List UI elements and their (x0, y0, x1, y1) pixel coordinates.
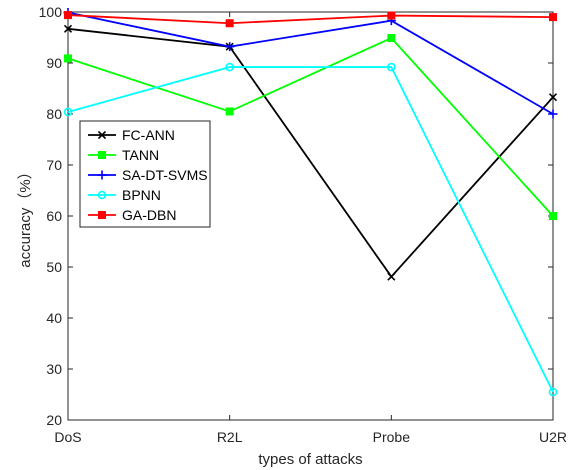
data-point (549, 13, 557, 22)
y-tick-label: 20 (46, 412, 62, 428)
series-layer (63, 8, 558, 397)
data-point (64, 54, 72, 63)
data-point (225, 42, 235, 52)
data-point (63, 24, 73, 33)
data-point (548, 109, 558, 119)
data-point (64, 11, 72, 20)
y-tick-label: 70 (46, 157, 62, 173)
y-tick-label: 90 (46, 55, 62, 71)
legend-marker (98, 211, 106, 219)
data-point (387, 34, 396, 43)
series-fc-ann (63, 24, 558, 281)
legend-entry: GA-DBN (88, 207, 176, 223)
series-line (67, 11, 554, 115)
data-point (387, 272, 396, 281)
x-tick-label: R2L (217, 429, 243, 445)
data-point (387, 11, 396, 20)
legend-marker (97, 190, 107, 200)
series-line (67, 66, 554, 393)
y-axis-label: accuracy（%） (17, 164, 34, 267)
legend-entry: TANN (88, 147, 159, 163)
data-point (63, 107, 73, 117)
legend-marker (97, 170, 107, 180)
series-line (67, 14, 554, 25)
series-line (67, 27, 554, 279)
series-line (67, 36, 554, 217)
series-ga-dbn (64, 11, 557, 28)
x-tick-label: Probe (373, 429, 411, 445)
data-point (225, 107, 234, 116)
y-tick-label: 60 (46, 208, 62, 224)
legend-marker (98, 151, 106, 159)
y-tick-label: 40 (46, 310, 62, 326)
data-point (225, 19, 234, 28)
data-point (225, 62, 234, 72)
series-tann (64, 34, 557, 220)
legend-entry: BPNN (88, 187, 161, 203)
legend-label: SA-DT-SVMS (122, 167, 208, 183)
data-point (387, 62, 396, 72)
x-axis-label: types of attacks (258, 451, 362, 468)
y-tick-label: 80 (46, 106, 62, 122)
data-point (549, 212, 557, 220)
y-tick-label: 100 (39, 4, 63, 20)
y-tick-label: 30 (46, 361, 62, 377)
y-tick-label: 50 (46, 259, 62, 275)
legend-label: FC-ANN (122, 127, 175, 143)
legend: FC-ANN TANN SA-DT-SVMS BPNN GA-DBN (79, 120, 211, 228)
legend-marker (97, 130, 107, 140)
legend-entry: FC-ANN (88, 127, 175, 143)
series-bpnn (63, 62, 558, 397)
legend-entry: SA-DT-SVMS (88, 167, 208, 183)
x-tick-label: U2R (539, 429, 567, 445)
x-axis-ticks: DoS R2L Probe U2R (54, 12, 567, 445)
legend-label: BPNN (122, 187, 161, 203)
data-point (548, 93, 558, 102)
x-tick-label: DoS (54, 429, 81, 445)
legend-label: TANN (122, 147, 159, 163)
data-point (548, 387, 558, 397)
y-axis-ticks: 20 30 40 50 60 70 80 90 100 (39, 4, 553, 428)
legend-label: GA-DBN (122, 207, 176, 223)
